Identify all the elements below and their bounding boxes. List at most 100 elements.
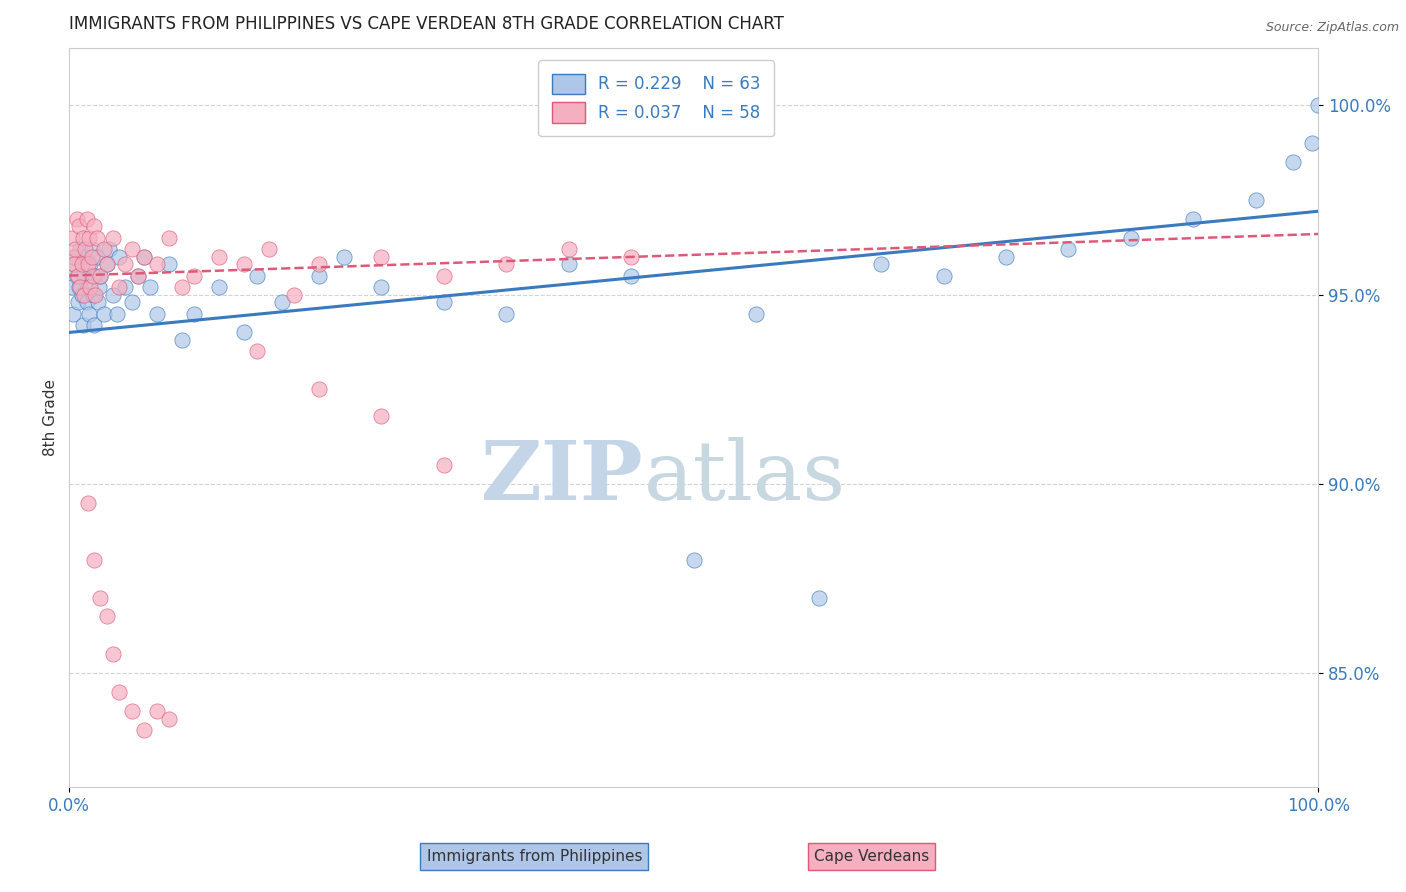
Text: ZIP: ZIP — [481, 437, 644, 516]
Point — [134, 250, 156, 264]
Point — [84, 268, 107, 283]
Point — [77, 257, 100, 271]
Point — [495, 306, 517, 320]
Point — [65, 250, 87, 264]
Point — [145, 704, 167, 718]
Point — [108, 250, 131, 264]
Text: Cape Verdeans: Cape Verdeans — [814, 849, 929, 863]
Point — [1182, 211, 1205, 226]
Point — [1119, 231, 1142, 245]
Point — [76, 211, 98, 226]
Point — [108, 280, 131, 294]
Text: atlas: atlas — [644, 437, 846, 516]
Point — [96, 609, 118, 624]
Point — [101, 648, 124, 662]
Point — [93, 242, 115, 256]
Point — [233, 326, 256, 340]
Point — [67, 219, 90, 234]
Point — [114, 257, 136, 271]
Text: Source: ZipAtlas.com: Source: ZipAtlas.com — [1265, 21, 1399, 34]
Point — [105, 306, 128, 320]
Point — [75, 242, 97, 256]
Point — [333, 250, 356, 264]
Point — [66, 268, 89, 283]
Point — [183, 306, 205, 320]
Point — [870, 257, 893, 271]
Point — [134, 250, 156, 264]
Point — [76, 295, 98, 310]
Point — [72, 231, 94, 245]
Point — [157, 257, 180, 271]
Point — [96, 257, 118, 271]
Point — [245, 344, 267, 359]
Point — [96, 257, 118, 271]
Point — [75, 250, 97, 264]
Point — [121, 704, 143, 718]
Legend: R = 0.229    N = 63, R = 0.037    N = 58: R = 0.229 N = 63, R = 0.037 N = 58 — [538, 61, 775, 136]
Point — [69, 242, 91, 256]
Point — [807, 591, 830, 605]
Point — [932, 268, 955, 283]
Point — [145, 306, 167, 320]
Point — [308, 257, 330, 271]
Point — [745, 306, 768, 320]
Point — [370, 409, 392, 423]
Point — [620, 250, 643, 264]
Point — [495, 257, 517, 271]
Text: Immigrants from Philippines: Immigrants from Philippines — [426, 849, 643, 863]
Point — [80, 242, 103, 256]
Text: IMMIGRANTS FROM PHILIPPINES VS CAPE VERDEAN 8TH GRADE CORRELATION CHART: IMMIGRANTS FROM PHILIPPINES VS CAPE VERD… — [69, 15, 785, 33]
Point — [433, 458, 456, 472]
Point — [1244, 193, 1267, 207]
Point — [433, 268, 456, 283]
Point — [87, 295, 110, 310]
Point — [370, 280, 392, 294]
Point — [558, 257, 581, 271]
Point — [101, 231, 124, 245]
Point — [620, 268, 643, 283]
Point — [83, 552, 105, 566]
Point — [98, 242, 121, 256]
Point — [283, 287, 305, 301]
Point — [60, 280, 83, 294]
Point — [66, 268, 89, 283]
Point — [1308, 98, 1330, 112]
Point — [66, 211, 89, 226]
Point — [73, 268, 96, 283]
Point — [63, 257, 86, 271]
Point — [257, 242, 280, 256]
Y-axis label: 8th Grade: 8th Grade — [44, 379, 58, 456]
Point — [83, 318, 105, 332]
Point — [995, 250, 1018, 264]
Point — [170, 280, 193, 294]
Point — [308, 268, 330, 283]
Point — [89, 268, 111, 283]
Point — [157, 712, 180, 726]
Point — [114, 280, 136, 294]
Point — [60, 231, 83, 245]
Point — [77, 306, 100, 320]
Point — [62, 250, 84, 264]
Point — [89, 591, 111, 605]
Point — [145, 257, 167, 271]
Point — [139, 280, 162, 294]
Point — [433, 295, 456, 310]
Point — [79, 257, 101, 271]
Point — [308, 382, 330, 396]
Point — [89, 268, 111, 283]
Point — [77, 231, 100, 245]
Point — [80, 250, 103, 264]
Point — [72, 318, 94, 332]
Point — [89, 280, 111, 294]
Point — [70, 287, 93, 301]
Point — [82, 287, 104, 301]
Point — [83, 219, 105, 234]
Point — [101, 287, 124, 301]
Point — [79, 280, 101, 294]
Point — [77, 280, 100, 294]
Point — [93, 306, 115, 320]
Point — [157, 231, 180, 245]
Point — [70, 257, 93, 271]
Point — [170, 333, 193, 347]
Point — [270, 295, 292, 310]
